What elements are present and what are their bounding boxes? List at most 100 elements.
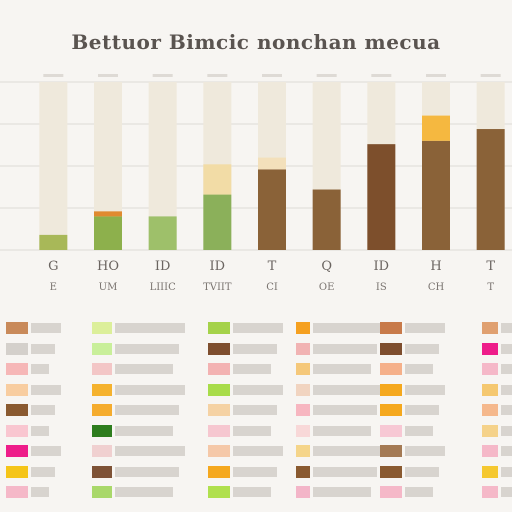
legend-entry [482,383,512,396]
page-title: Bettuor Bimcic nonchan mecua [71,30,441,54]
bar-segment [94,211,122,217]
legend-swatch [6,445,28,457]
legend-entry [380,486,433,498]
legend-label [313,466,377,477]
bar-segment [476,129,505,250]
legend-swatch [380,383,402,396]
legend-swatch [208,486,230,498]
bar-segment [94,216,122,250]
legend-swatch [6,465,28,478]
legend-swatch [92,322,112,334]
legend-entry [208,465,277,478]
legend-entry [92,486,173,498]
legend-swatch [482,445,498,457]
legend-label [115,364,173,374]
legend-swatch [92,404,112,416]
legend-entry [208,486,271,498]
legend-entry [296,465,377,478]
bar-segment [148,216,177,250]
legend-swatch [296,404,310,416]
bar-cap [152,74,173,77]
legend-entry [6,342,55,355]
legend-swatch [208,445,230,457]
legend-entry [208,342,277,355]
legend-swatch [92,424,112,437]
legend-label [31,405,55,415]
legend-label [115,487,173,497]
legend-entry [296,404,377,416]
legend-entry [208,445,283,457]
legend-entry [296,322,383,334]
legend-label [405,323,445,333]
legend-label [405,364,433,374]
legend-swatch [482,383,498,396]
legend-label [31,323,61,333]
x-tick-sublabel: CH [428,282,445,293]
legend-label [233,405,277,415]
legend-swatch [380,342,402,355]
legend-entry [296,486,371,498]
x-tick-label: G [48,259,58,274]
legend-entry [296,363,371,375]
x-tick-sublabel: UM [99,282,118,293]
legend-entry [6,363,49,375]
bar-segment [203,164,232,195]
legend-entry [6,383,61,396]
legend-swatch [6,322,28,334]
legend-entry [482,322,512,334]
legend-entry [380,342,439,355]
legend-label [313,487,371,497]
legend-label [405,466,439,477]
legend-label [405,343,439,354]
bar-track [39,82,68,250]
bar-cap [480,74,501,77]
bar-segment [367,144,396,250]
bar-segment [422,140,450,250]
legend-swatch [208,363,230,375]
x-tick-label: HO [97,259,119,274]
x-tick-label: H [430,259,441,274]
legend-entry [482,363,512,375]
bar-cap [43,74,64,77]
legend-swatch [92,342,112,355]
legend-label [313,323,383,333]
legend-swatch [482,322,498,334]
legend-entry [380,404,439,416]
legend-label [31,446,61,456]
x-tick-label: T [268,259,277,274]
x-tick-label: T [486,259,495,274]
legend-swatch [296,445,310,457]
legend-swatch [296,424,310,437]
legend-label [233,466,277,477]
legend-entry [92,322,185,334]
bar-segment [312,189,341,250]
legend-entry [482,404,512,416]
legend-entry [208,322,283,334]
legend-label [31,384,61,395]
legend-label [115,425,173,436]
legend-label [501,384,512,395]
legend-swatch [380,424,402,437]
legend-swatch [92,486,112,498]
legend-label [313,446,383,456]
legend-swatch [208,424,230,437]
legend-label [233,487,271,497]
legend-swatch [208,322,230,334]
bar-segment [258,157,286,170]
legend-swatch [208,383,230,396]
legend-swatch [208,465,230,478]
legend-entry [208,404,277,416]
legend-label [501,343,512,354]
legend-label [115,446,185,456]
legend-swatch [296,363,310,375]
legend-swatch [6,363,28,375]
legend-label [233,364,271,374]
legend-entry [482,465,512,478]
legend-entry [92,383,185,396]
legend-entry [92,363,173,375]
legend-label [115,466,179,477]
legend-label [405,384,445,395]
bar-segment [258,169,286,250]
legend-label [313,405,377,415]
